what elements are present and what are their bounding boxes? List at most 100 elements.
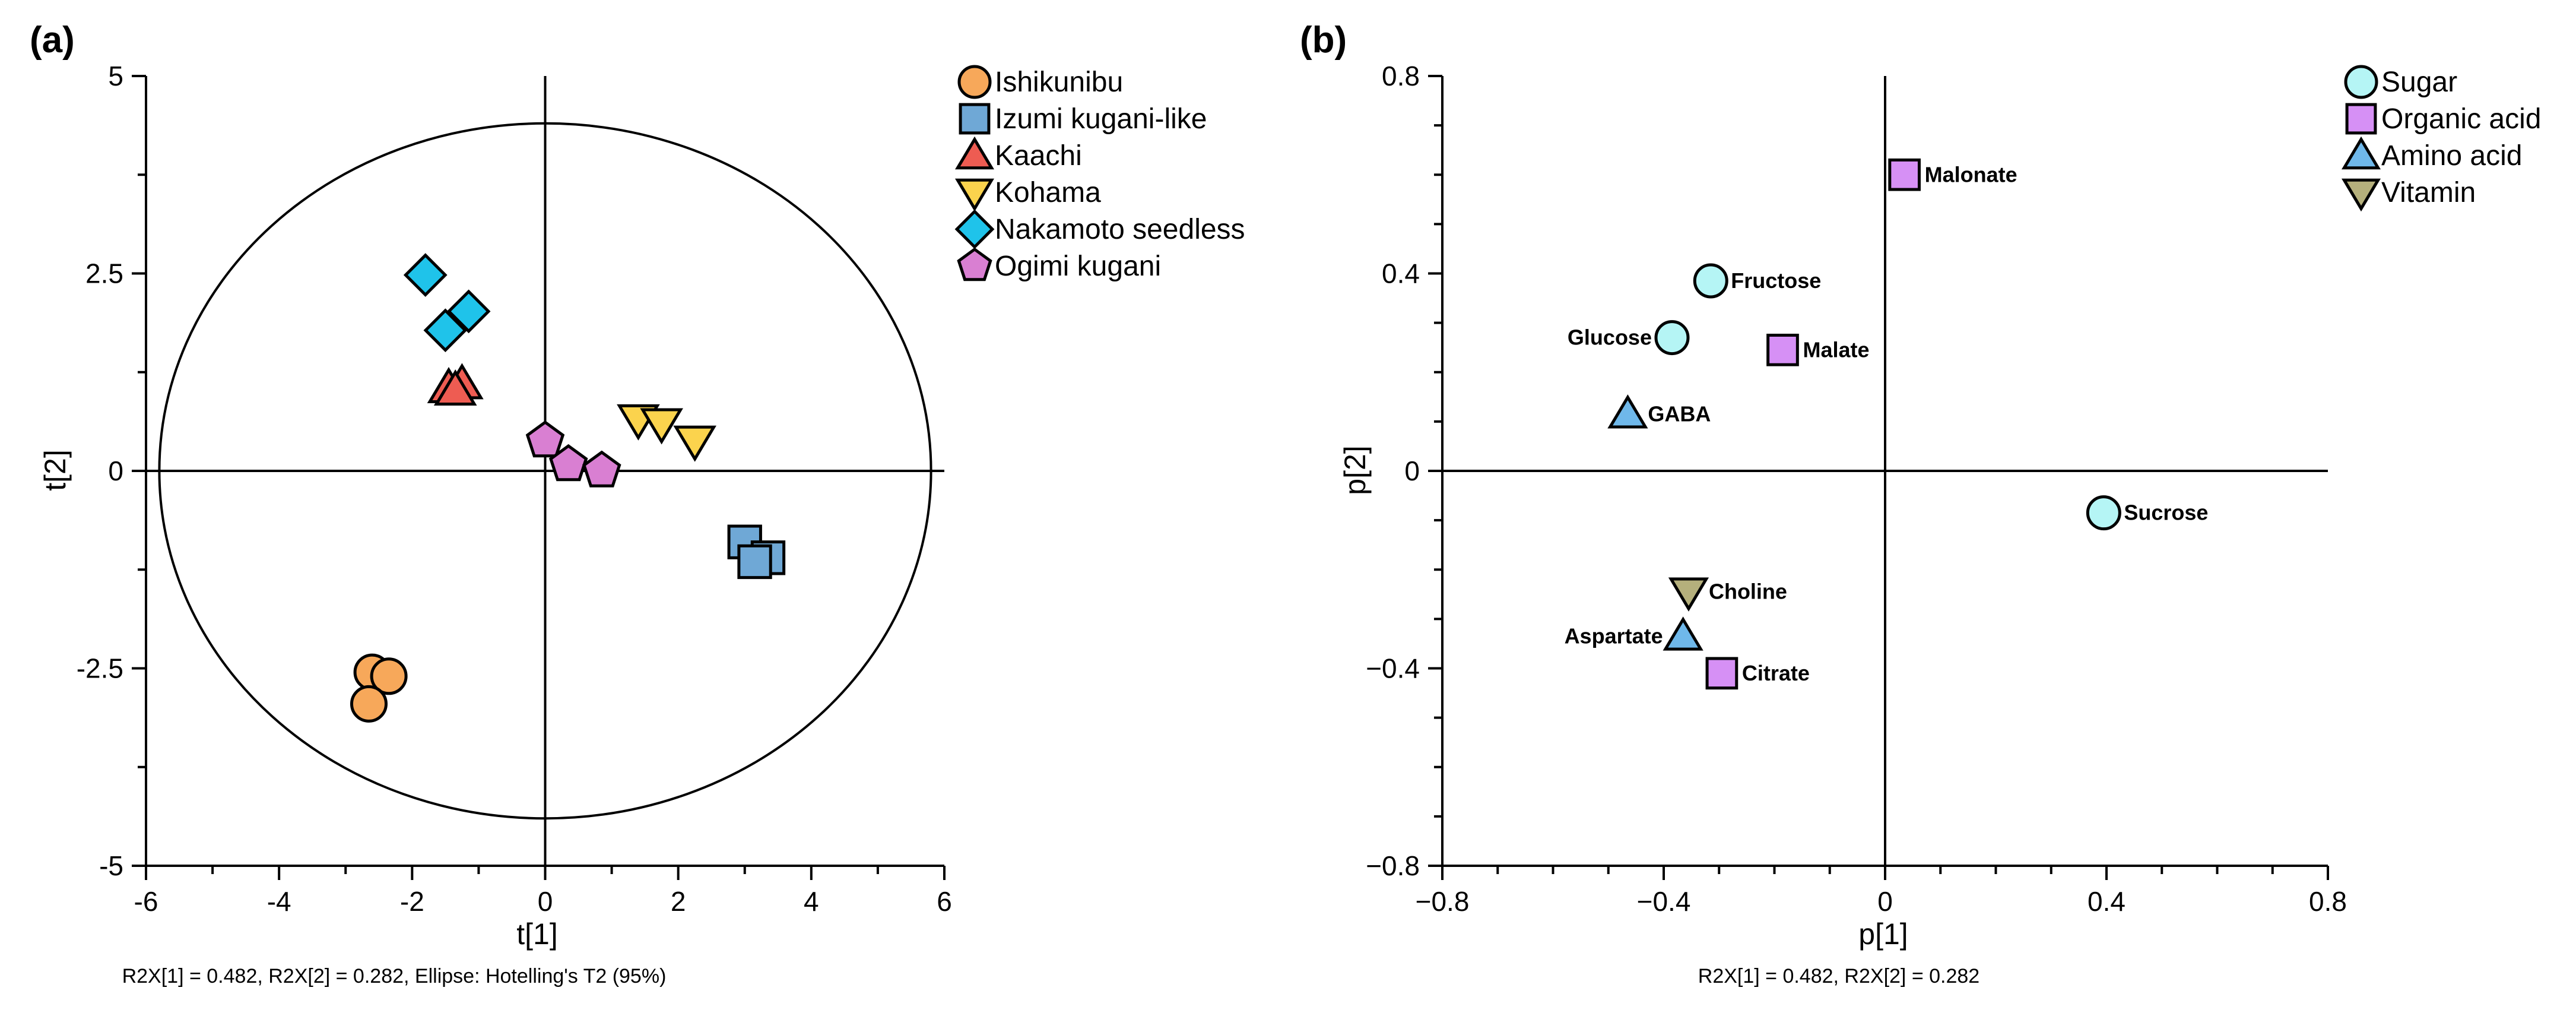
panel-a-legend-item-ishikunibu: Ishikunibu <box>957 65 1123 99</box>
panel-a-point-ishikunibu <box>350 685 388 723</box>
panel-a-point-ogimi-kugani <box>525 420 565 458</box>
panel-b-point-amino-acid <box>1607 394 1648 429</box>
panel-b-series-organic-acid: Malonate Malate Citrate <box>1705 158 2017 690</box>
panel-a-x-tick-label: 4 <box>804 886 819 917</box>
panel-a-legend-label: Izumi kugani-like <box>995 103 1207 135</box>
panel-a-y-tick-label: -5 <box>99 850 123 881</box>
panel-a-legend-label: Kaachi <box>995 140 1082 172</box>
panel-b-point-organic-acid <box>1766 334 1799 366</box>
panel-a-legend-marker-ogimi-kugani <box>957 247 992 281</box>
panel-b-legend-marker-amino-acid <box>2342 136 2381 170</box>
panel-a-legend-marker-ishikunibu <box>957 65 992 99</box>
panel-a-x-tick-label: -6 <box>134 886 158 917</box>
point-label-sucrose: Sucrose <box>2124 501 2208 525</box>
panel-a-plot-area: -6 -4 -2 0 2 4 6 -5 -2.5 0 2.5 5 <box>77 61 952 917</box>
panel-b-x-axis-title: p[1] <box>1858 917 1908 951</box>
panel-b-y-tick-label: −0.8 <box>1366 850 1420 881</box>
panel-b-plot-area: −0.8 −0.4 0 0.4 0.8 −0.8 −0.4 0 0.4 0.8 Fructose Gl… <box>1366 61 2347 917</box>
panel-b-point-sugar <box>2086 495 2121 531</box>
panel-a-y-tick-label: 5 <box>108 61 123 91</box>
panel-a-x-tick-label: 2 <box>671 886 686 917</box>
panel-a-point-nakamoto-seedless <box>446 289 491 334</box>
panel-a: (a) -6 -4 -2 0 2 4 6 -5 -2.5 0 2.5 5 t[1] t[2] R2X[… <box>30 20 1245 987</box>
panel-b-y-tick-label: 0.8 <box>1382 61 1420 91</box>
panel-a-legend-item-nakamoto-seedless: Nakamoto seedless <box>954 209 1245 249</box>
panel-a-point-ogimi-kugani <box>582 450 621 488</box>
panel-b-x-tick-label: −0.4 <box>1637 886 1691 917</box>
panel-a-legend-marker-nakamoto-seedless <box>954 209 995 249</box>
panel-b-legend: Sugar Organic acid Amino acid Vitamin <box>2342 65 2541 212</box>
panel-b-legend-marker-organic-acid <box>2345 103 2377 135</box>
panel-b-legend-label: Organic acid <box>2381 103 2541 135</box>
panel-a-legend-label: Ogimi kugani <box>995 251 1161 282</box>
panel-b-x-tick-label: 0 <box>1877 886 1893 917</box>
panel-b-legend-marker-sugar <box>2344 65 2378 99</box>
panel-b-point-organic-acid <box>1705 657 1739 690</box>
panel-a-x-tick-label: -4 <box>267 886 291 917</box>
panel-a-caption: R2X[1] = 0.482, R2X[2] = 0.282, Ellipse:… <box>122 965 667 987</box>
panel-a-series-nakamoto-seedless <box>403 253 491 353</box>
panel-a-legend-item-ogimi-kugani: Ogimi kugani <box>957 247 1161 282</box>
panel-a-point-kaachi <box>433 369 477 406</box>
panel-b-point-sugar <box>1654 320 1690 356</box>
panel-a-point-nakamoto-seedless <box>403 253 448 297</box>
panel-b-legend-item-vitamin: Vitamin <box>2342 177 2476 212</box>
panel-b-series-sugar: Fructose Glucose Sucrose <box>1568 263 2208 531</box>
panel-b-legend-label: Amino acid <box>2381 140 2522 172</box>
panel-a-series-ogimi-kugani <box>525 420 621 488</box>
panel-a-legend-item-kaachi: Kaachi <box>955 136 1082 172</box>
point-label-aspartate: Aspartate <box>1565 623 1663 648</box>
panel-a-series-ishikunibu <box>350 653 408 723</box>
panel-a-point-izumi-kugani-like <box>737 544 772 580</box>
panel-a-x-tick-label: -2 <box>400 886 424 917</box>
panel-a-x-tick-label: 0 <box>538 886 553 917</box>
panel-a-series-kaachi <box>427 363 484 406</box>
panel-a-label: (a) <box>30 20 75 61</box>
panel-b-legend-marker-vitamin <box>2342 178 2381 212</box>
panel-a-legend-marker-kaachi <box>955 136 994 170</box>
panel-a-legend-marker-kohama <box>955 178 994 212</box>
panel-a-x-tick-label: 6 <box>937 886 952 917</box>
panel-b-x-tick-label: 0.8 <box>2309 886 2347 917</box>
panel-b-legend-item-amino-acid: Amino acid <box>2342 136 2522 172</box>
panel-b-y-axis-title: p[2] <box>1338 445 1372 495</box>
panel-b-label: (b) <box>1300 20 1347 61</box>
point-label-gaba: GABA <box>1648 401 1711 426</box>
panel-a-series-izumi-kugani-like <box>727 524 786 580</box>
panel-a-legend-label: Ishikunibu <box>995 67 1123 98</box>
panel-a-legend-label: Kohama <box>995 177 1101 208</box>
panel-b-series-vitamin: Choline <box>1668 577 1787 612</box>
panel-b-point-vitamin <box>1668 577 1709 612</box>
panel-a-legend-label: Nakamoto seedless <box>995 214 1245 245</box>
panel-b-series-amino-acid: GABA Aspartate <box>1565 394 1711 651</box>
panel-a-point-nakamoto-seedless <box>423 308 468 353</box>
point-label-glucose: Glucose <box>1568 325 1652 350</box>
panel-a-legend-item-kohama: Kohama <box>955 177 1101 212</box>
panel-b-legend-label: Sugar <box>2381 67 2457 98</box>
panel-a-y-tick-label: 2.5 <box>85 258 123 289</box>
panel-a-legend-item-izumi-kugani-like: Izumi kugani-like <box>959 103 1207 135</box>
panel-b-y-tick-label: −0.4 <box>1366 653 1420 684</box>
panel-b: (b) −0.8 −0.4 0 0.4 0.8 −0.8 −0.4 0 0.4 0.8 Fructo… <box>1300 20 2541 987</box>
panel-b-x-tick-label: −0.8 <box>1416 886 1470 917</box>
panel-a-point-ishikunibu <box>370 657 408 695</box>
panel-a-point-ogimi-kugani <box>548 444 588 482</box>
panel-b-y-tick-label: 0.4 <box>1382 258 1420 289</box>
panel-a-point-kohama <box>640 408 683 445</box>
point-label-malate: Malate <box>1803 337 1869 362</box>
panel-a-legend: Ishikunibu Izumi kugani-like Kaachi Kohama N… <box>954 65 1245 282</box>
panel-b-caption: R2X[1] = 0.482, R2X[2] = 0.282 <box>1698 965 1979 987</box>
panel-b-point-amino-acid <box>1663 616 1703 651</box>
point-label-choline: Choline <box>1709 580 1787 604</box>
panel-a-y-axis-title: t[2] <box>39 450 72 490</box>
panel-b-point-sugar <box>1693 263 1728 299</box>
panel-b-x-tick-label: 0.4 <box>2088 886 2125 917</box>
point-label-fructose: Fructose <box>1731 268 1821 293</box>
panel-b-legend-label: Vitamin <box>2381 177 2476 208</box>
point-label-citrate: Citrate <box>1742 661 1810 685</box>
panel-a-legend-marker-izumi-kugani-like <box>959 103 991 135</box>
panel-b-legend-item-sugar: Sugar <box>2344 65 2457 99</box>
panel-b-legend-item-organic-acid: Organic acid <box>2345 103 2541 135</box>
panel-a-series-kohama <box>617 404 716 462</box>
